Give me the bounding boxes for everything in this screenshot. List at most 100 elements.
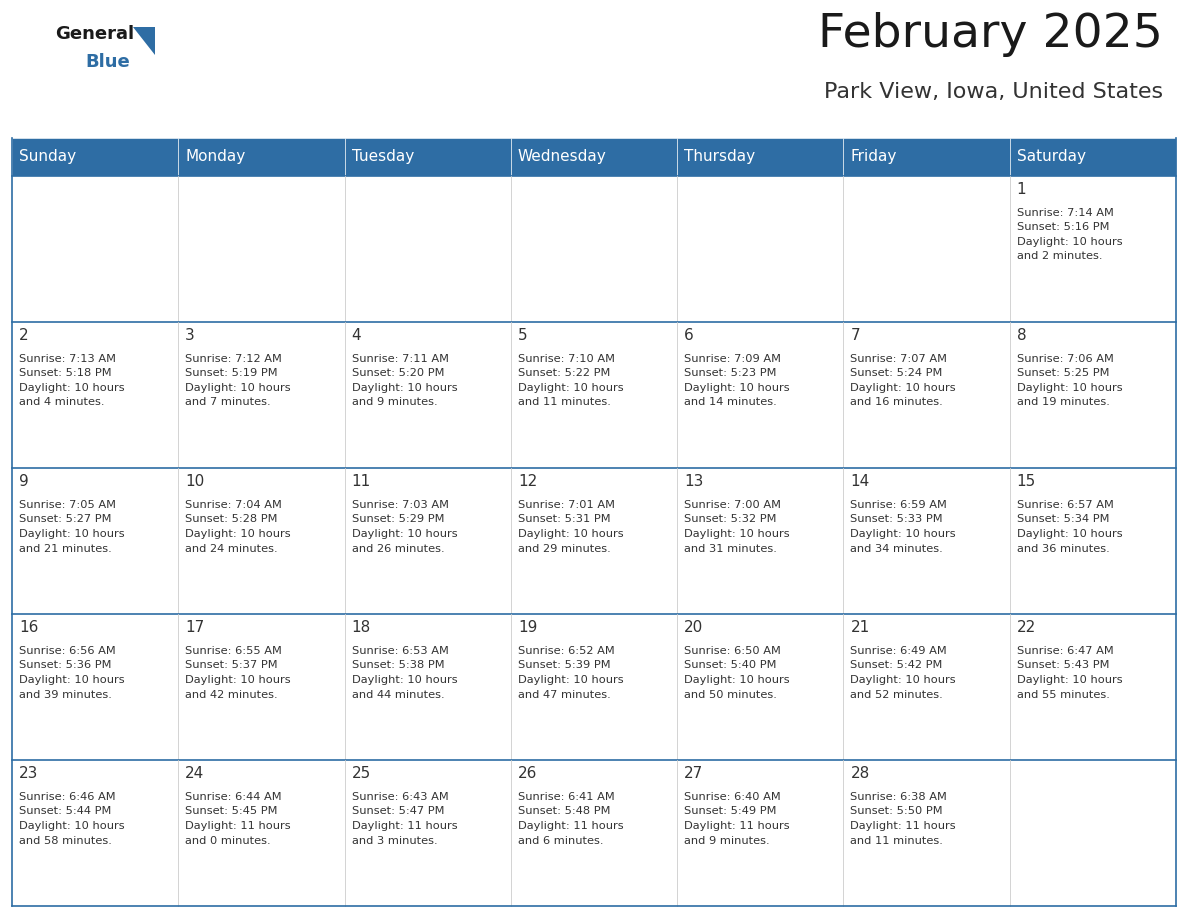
Text: Sunrise: 6:49 AM: Sunrise: 6:49 AM bbox=[851, 646, 947, 656]
Bar bbox=[12, 468, 178, 614]
Text: 22: 22 bbox=[1017, 620, 1036, 635]
Text: Sunset: 5:36 PM: Sunset: 5:36 PM bbox=[19, 660, 112, 670]
Text: Daylight: 10 hours: Daylight: 10 hours bbox=[1017, 675, 1123, 685]
Text: Daylight: 10 hours: Daylight: 10 hours bbox=[1017, 237, 1123, 247]
Text: and 11 minutes.: and 11 minutes. bbox=[518, 397, 611, 408]
Text: Sunrise: 6:53 AM: Sunrise: 6:53 AM bbox=[352, 646, 448, 656]
Text: Sunrise: 6:56 AM: Sunrise: 6:56 AM bbox=[19, 646, 115, 656]
Text: and 52 minutes.: and 52 minutes. bbox=[851, 689, 943, 700]
Text: Sunrise: 7:00 AM: Sunrise: 7:00 AM bbox=[684, 500, 782, 510]
Text: and 2 minutes.: and 2 minutes. bbox=[1017, 252, 1102, 262]
Text: Daylight: 10 hours: Daylight: 10 hours bbox=[1017, 529, 1123, 539]
Bar bbox=[178, 614, 345, 760]
Bar bbox=[511, 176, 677, 322]
Text: Sunset: 5:27 PM: Sunset: 5:27 PM bbox=[19, 514, 112, 524]
Text: Tuesday: Tuesday bbox=[352, 150, 413, 164]
Text: Sunset: 5:49 PM: Sunset: 5:49 PM bbox=[684, 807, 777, 816]
Bar bbox=[12, 176, 178, 322]
Text: and 21 minutes.: and 21 minutes. bbox=[19, 543, 112, 554]
Text: Sunset: 5:19 PM: Sunset: 5:19 PM bbox=[185, 368, 278, 378]
Text: 12: 12 bbox=[518, 474, 537, 489]
Bar bbox=[843, 468, 1010, 614]
Text: 28: 28 bbox=[851, 766, 870, 781]
Text: Daylight: 11 hours: Daylight: 11 hours bbox=[518, 821, 624, 831]
Bar bbox=[511, 760, 677, 906]
Text: and 31 minutes.: and 31 minutes. bbox=[684, 543, 777, 554]
Text: Daylight: 10 hours: Daylight: 10 hours bbox=[352, 383, 457, 393]
Bar bbox=[178, 760, 345, 906]
Text: 23: 23 bbox=[19, 766, 38, 781]
Text: and 39 minutes.: and 39 minutes. bbox=[19, 689, 112, 700]
Bar bbox=[511, 322, 677, 468]
Text: Sunset: 5:44 PM: Sunset: 5:44 PM bbox=[19, 807, 112, 816]
Text: Daylight: 10 hours: Daylight: 10 hours bbox=[352, 529, 457, 539]
Text: Sunset: 5:32 PM: Sunset: 5:32 PM bbox=[684, 514, 777, 524]
Bar bbox=[1010, 614, 1176, 760]
Bar bbox=[843, 322, 1010, 468]
Text: Sunset: 5:50 PM: Sunset: 5:50 PM bbox=[851, 807, 943, 816]
Text: Sunset: 5:24 PM: Sunset: 5:24 PM bbox=[851, 368, 943, 378]
Text: Daylight: 10 hours: Daylight: 10 hours bbox=[19, 675, 125, 685]
Text: 18: 18 bbox=[352, 620, 371, 635]
Text: and 0 minutes.: and 0 minutes. bbox=[185, 835, 271, 845]
Bar bbox=[345, 760, 511, 906]
Text: Daylight: 10 hours: Daylight: 10 hours bbox=[684, 383, 790, 393]
Text: 25: 25 bbox=[352, 766, 371, 781]
Text: 27: 27 bbox=[684, 766, 703, 781]
Text: Sunset: 5:25 PM: Sunset: 5:25 PM bbox=[1017, 368, 1110, 378]
Text: and 44 minutes.: and 44 minutes. bbox=[352, 689, 444, 700]
Text: Sunday: Sunday bbox=[19, 150, 76, 164]
Text: Daylight: 10 hours: Daylight: 10 hours bbox=[851, 383, 956, 393]
Text: and 55 minutes.: and 55 minutes. bbox=[1017, 689, 1110, 700]
Bar bbox=[345, 468, 511, 614]
Text: Sunrise: 7:05 AM: Sunrise: 7:05 AM bbox=[19, 500, 116, 510]
Text: Sunrise: 7:14 AM: Sunrise: 7:14 AM bbox=[1017, 208, 1113, 218]
Text: and 9 minutes.: and 9 minutes. bbox=[352, 397, 437, 408]
Text: Sunrise: 6:41 AM: Sunrise: 6:41 AM bbox=[518, 792, 614, 802]
Bar bbox=[843, 760, 1010, 906]
Text: Daylight: 11 hours: Daylight: 11 hours bbox=[851, 821, 956, 831]
Bar bbox=[178, 322, 345, 468]
Bar bbox=[178, 468, 345, 614]
Text: Sunset: 5:22 PM: Sunset: 5:22 PM bbox=[518, 368, 611, 378]
Text: Sunrise: 6:40 AM: Sunrise: 6:40 AM bbox=[684, 792, 781, 802]
Text: Daylight: 10 hours: Daylight: 10 hours bbox=[851, 675, 956, 685]
Text: Sunset: 5:39 PM: Sunset: 5:39 PM bbox=[518, 660, 611, 670]
Text: Blue: Blue bbox=[86, 53, 129, 71]
Text: Sunset: 5:18 PM: Sunset: 5:18 PM bbox=[19, 368, 112, 378]
Text: Sunrise: 7:07 AM: Sunrise: 7:07 AM bbox=[851, 354, 947, 364]
Text: and 47 minutes.: and 47 minutes. bbox=[518, 689, 611, 700]
Bar bbox=[843, 176, 1010, 322]
Text: Sunset: 5:37 PM: Sunset: 5:37 PM bbox=[185, 660, 278, 670]
Text: Sunrise: 7:13 AM: Sunrise: 7:13 AM bbox=[19, 354, 116, 364]
Text: Daylight: 11 hours: Daylight: 11 hours bbox=[352, 821, 457, 831]
Text: Daylight: 10 hours: Daylight: 10 hours bbox=[185, 383, 291, 393]
Bar bbox=[345, 322, 511, 468]
Text: and 9 minutes.: and 9 minutes. bbox=[684, 835, 770, 845]
Text: Daylight: 10 hours: Daylight: 10 hours bbox=[518, 529, 624, 539]
Text: and 6 minutes.: and 6 minutes. bbox=[518, 835, 604, 845]
Text: Sunset: 5:31 PM: Sunset: 5:31 PM bbox=[518, 514, 611, 524]
Text: 1: 1 bbox=[1017, 182, 1026, 197]
Text: Sunrise: 7:03 AM: Sunrise: 7:03 AM bbox=[352, 500, 449, 510]
Text: Sunset: 5:40 PM: Sunset: 5:40 PM bbox=[684, 660, 777, 670]
Bar bbox=[511, 138, 677, 176]
Text: Sunrise: 7:06 AM: Sunrise: 7:06 AM bbox=[1017, 354, 1113, 364]
Text: and 34 minutes.: and 34 minutes. bbox=[851, 543, 943, 554]
Text: 2: 2 bbox=[19, 328, 29, 343]
Text: 24: 24 bbox=[185, 766, 204, 781]
Text: Sunset: 5:38 PM: Sunset: 5:38 PM bbox=[352, 660, 444, 670]
Bar bbox=[178, 138, 345, 176]
Text: Sunrise: 6:57 AM: Sunrise: 6:57 AM bbox=[1017, 500, 1113, 510]
Text: Sunrise: 6:38 AM: Sunrise: 6:38 AM bbox=[851, 792, 947, 802]
Text: Sunrise: 6:44 AM: Sunrise: 6:44 AM bbox=[185, 792, 282, 802]
Text: General: General bbox=[55, 25, 134, 43]
Text: Daylight: 10 hours: Daylight: 10 hours bbox=[185, 529, 291, 539]
Text: Monday: Monday bbox=[185, 150, 246, 164]
Text: Sunset: 5:29 PM: Sunset: 5:29 PM bbox=[352, 514, 444, 524]
Text: Sunset: 5:47 PM: Sunset: 5:47 PM bbox=[352, 807, 444, 816]
Polygon shape bbox=[133, 27, 154, 55]
Text: Sunrise: 7:01 AM: Sunrise: 7:01 AM bbox=[518, 500, 615, 510]
Text: Sunrise: 7:04 AM: Sunrise: 7:04 AM bbox=[185, 500, 283, 510]
Text: Daylight: 10 hours: Daylight: 10 hours bbox=[684, 675, 790, 685]
